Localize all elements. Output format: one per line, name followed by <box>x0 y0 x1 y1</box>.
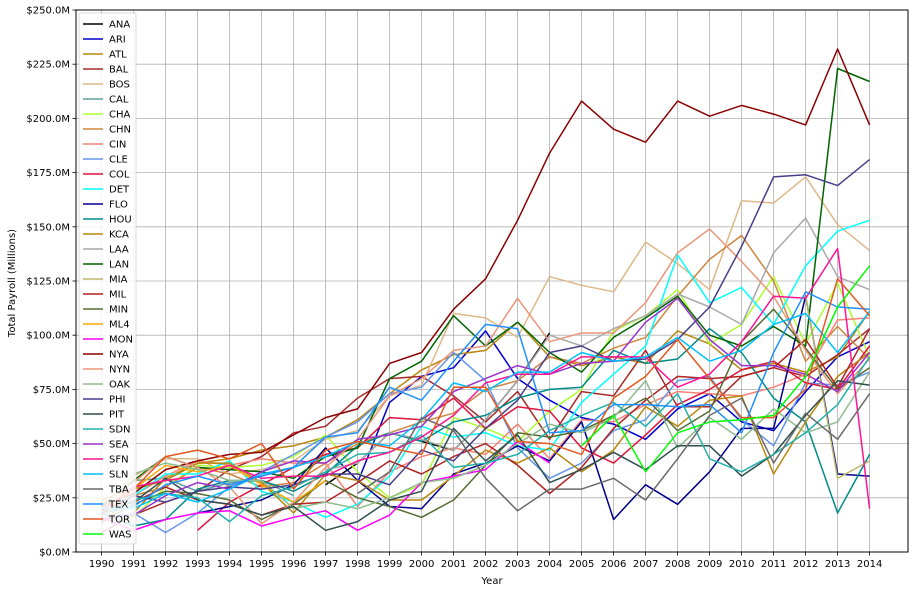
legend-label: SFN <box>109 455 129 466</box>
legend-box <box>78 12 137 545</box>
legend-label: TEX <box>108 500 128 511</box>
x-tick-label: 2007 <box>633 559 658 570</box>
series-line-sln <box>101 310 871 510</box>
y-axis: $0.0M $25.0M $50.0M $75.0M $100.0M $125.0M $15… <box>26 6 76 559</box>
legend-label: LAN <box>109 260 129 271</box>
x-tick-label: 2002 <box>473 559 498 570</box>
y-tick-label: $250.0M <box>26 6 70 17</box>
legend-label: LAA <box>109 245 129 256</box>
x-tick-label: 2000 <box>409 559 434 570</box>
x-tick-label: 2001 <box>441 559 466 570</box>
y-tick-label: $75.0M <box>33 385 70 396</box>
legend-label: DET <box>109 185 130 196</box>
legend-label: CAL <box>109 95 129 106</box>
legend-label: CHA <box>109 110 131 121</box>
legend-label: COL <box>109 170 130 181</box>
y-tick-label: $225.0M <box>26 60 70 71</box>
series-line-ml4 <box>101 464 327 510</box>
legend-label: ATL <box>109 50 127 61</box>
legend-label: MIL <box>109 290 127 301</box>
x-tick-label: 2006 <box>601 559 626 570</box>
legend-label: PHI <box>109 395 126 406</box>
y-tick-label: $0.0M <box>39 548 70 559</box>
x-tick-label: 2014 <box>857 559 882 570</box>
y-tick-label: $50.0M <box>33 439 70 450</box>
series-line-sdn <box>101 356 871 523</box>
series-line-was <box>581 265 871 473</box>
legend-label: MIA <box>109 275 128 286</box>
legend-label: MON <box>109 335 133 346</box>
series-line-nya <box>101 48 871 508</box>
legend-label: BOS <box>109 80 130 91</box>
legend-label: PIT <box>109 410 125 421</box>
x-tick-label: 2013 <box>825 559 850 570</box>
legend-label: CIN <box>109 140 126 151</box>
legend-label: TBA <box>108 485 129 496</box>
y-tick-label: $175.0M <box>26 168 70 179</box>
legend-label: BAL <box>109 65 129 76</box>
series-line-chn <box>101 234 871 525</box>
x-tick-label: 1999 <box>377 559 402 570</box>
x-axis: 1990 1991 1992 1993 1994 1995 1996 1997 1998 1999… <box>89 552 882 570</box>
y-tick-label: $25.0M <box>33 493 70 504</box>
x-tick-label: 1993 <box>185 559 210 570</box>
series-line-phi <box>101 159 871 514</box>
legend-label: SDN <box>109 425 131 436</box>
legend-label: CHN <box>109 125 131 136</box>
legend-label: TOR <box>108 515 130 526</box>
y-tick-label: $150.0M <box>26 222 70 233</box>
legend-label: ARI <box>109 35 126 46</box>
series-line-tor <box>101 278 871 516</box>
series-line-mia <box>804 296 870 480</box>
legend-label: WAS <box>109 530 132 541</box>
legend: ANA ARI ATL BAL BOS CAL CHA CHN CIN CLE COL DET FLO H… <box>78 12 137 545</box>
legend-label: MIN <box>109 305 128 316</box>
x-tick-label: 1996 <box>281 559 306 570</box>
series-line-kca <box>101 351 871 514</box>
x-tick-label: 1994 <box>217 559 242 570</box>
y-tick-label: $200.0M <box>26 114 70 125</box>
legend-label: ML4 <box>109 320 130 331</box>
legend-label: OAK <box>109 380 131 391</box>
y-tick-label: $100.0M <box>26 331 70 342</box>
legend-label: SEA <box>109 440 129 451</box>
series-line-tex <box>101 291 870 514</box>
legend-label: SLN <box>109 470 128 481</box>
legend-label: KCA <box>109 230 129 241</box>
x-axis-label: Year <box>480 576 503 587</box>
x-tick-label: 1992 <box>153 559 178 570</box>
x-tick-label: 2010 <box>729 559 754 570</box>
series-line-tba <box>357 393 871 512</box>
series-line-mon <box>101 440 551 532</box>
x-tick-label: 1995 <box>249 559 274 570</box>
x-tick-label: 1990 <box>89 559 114 570</box>
legend-label: NYA <box>109 350 129 361</box>
series-line-flo <box>197 295 870 521</box>
legend-label: CLE <box>109 155 128 166</box>
y-tick-label: $125.0M <box>26 277 70 288</box>
legend-label: NYN <box>109 365 130 376</box>
x-tick-label: 2009 <box>697 559 722 570</box>
x-tick-label: 2004 <box>537 559 562 570</box>
series-line-det <box>101 219 870 519</box>
y-axis-label: Total Payroll (Millions) <box>7 229 18 338</box>
legend-label: FLO <box>109 200 128 211</box>
x-tick-label: 2012 <box>793 559 818 570</box>
legend-label: ANA <box>109 20 130 31</box>
x-tick-label: 2005 <box>569 559 594 570</box>
x-tick-label: 1991 <box>121 559 146 570</box>
x-tick-label: 2008 <box>665 559 690 570</box>
series-line-sfn <box>101 247 871 512</box>
x-tick-label: 1998 <box>345 559 370 570</box>
x-tick-label: 1997 <box>313 559 338 570</box>
legend-label: HOU <box>109 215 132 226</box>
series-line-pit <box>101 379 870 532</box>
x-tick-label: 2003 <box>505 559 530 570</box>
x-tick-label: 2011 <box>761 559 786 570</box>
series-line-oak <box>101 371 871 512</box>
series-lines <box>101 48 871 534</box>
